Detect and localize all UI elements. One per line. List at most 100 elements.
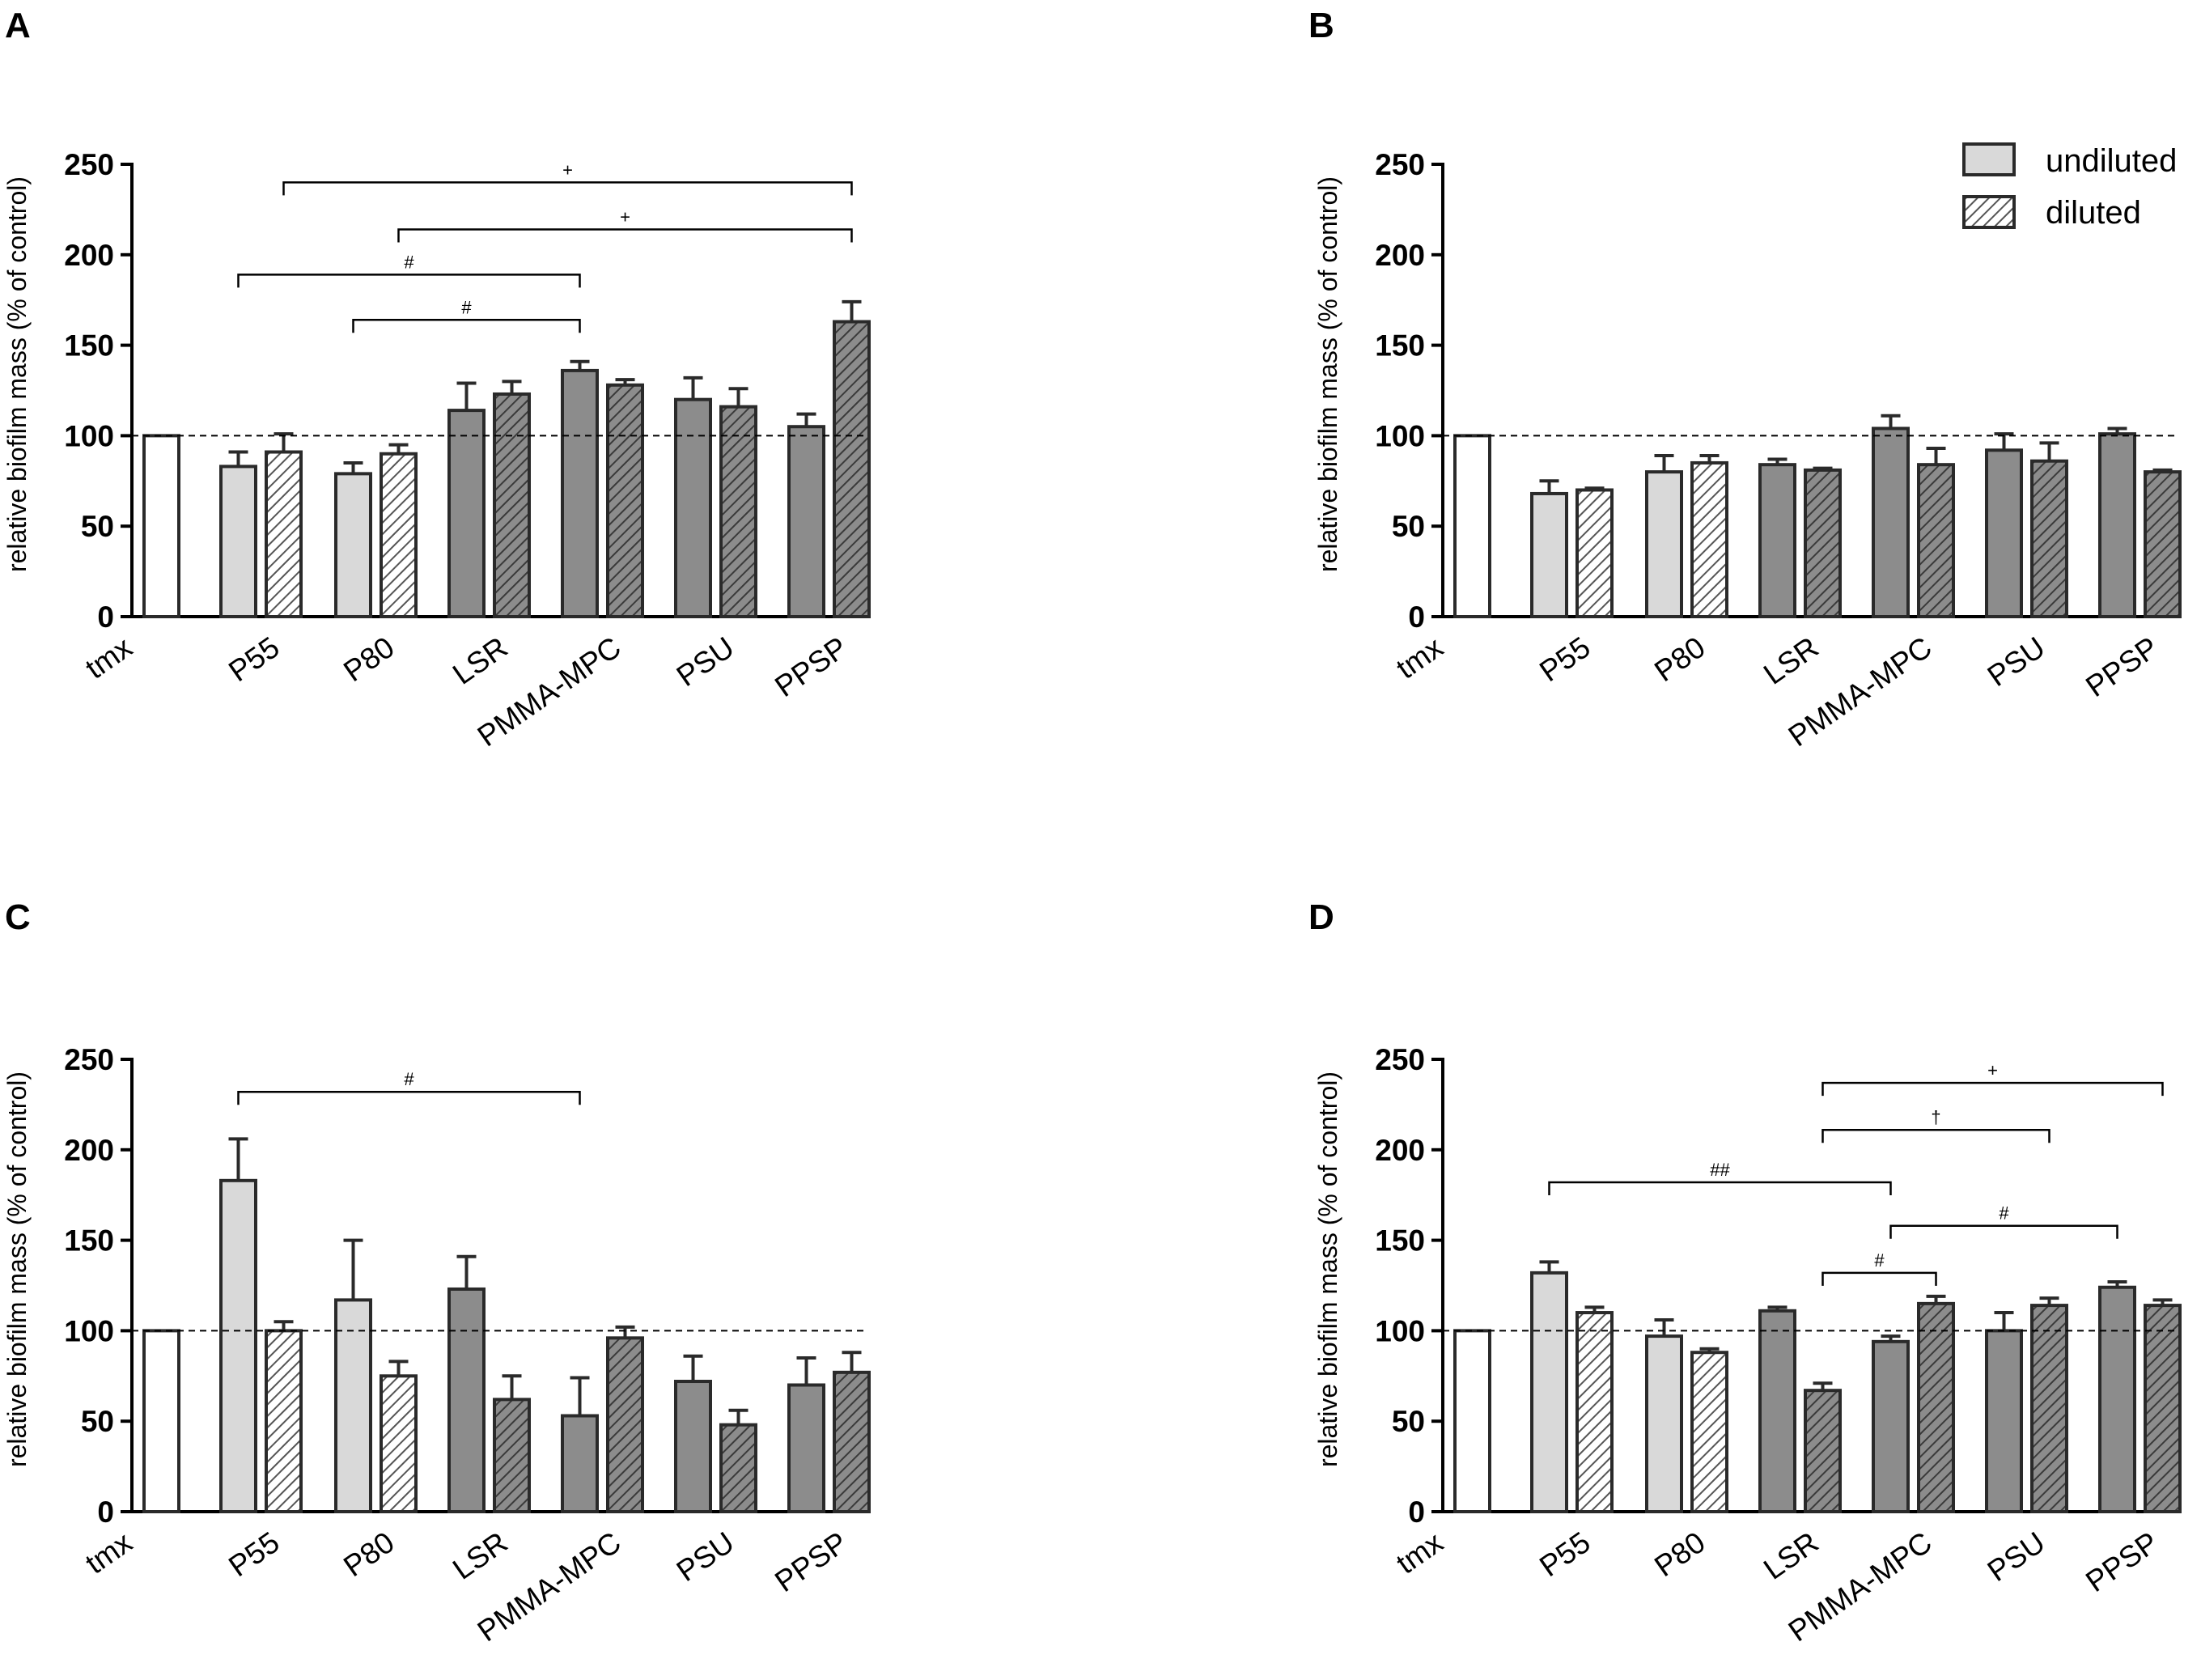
significance-label: # [404, 252, 414, 272]
y-axis-title: relative biofilm mass (% of control) [1313, 1071, 1342, 1467]
x-category-label: PSU [1982, 630, 2051, 693]
bar-diluted-ppsp [833, 1370, 871, 1513]
x-category-label: tmx [1390, 630, 1449, 685]
y-tick-label: 0 [97, 600, 114, 634]
panel-letter: C [5, 897, 31, 937]
x-category-label: P55 [223, 630, 285, 688]
bar-undiluted-lsr [1758, 463, 1796, 619]
bar-diluted-p80 [1690, 1351, 1728, 1514]
significance-bracket [1821, 1271, 1937, 1286]
significance-bracket [1821, 1081, 2164, 1097]
significance-label: # [404, 1069, 414, 1089]
y-tick-label: 150 [1375, 329, 1425, 363]
y-tick-label: 0 [1408, 1495, 1425, 1529]
x-category-label: LSR [1758, 630, 1824, 691]
panel-letter: D [1308, 897, 1334, 937]
bar-diluted-ppsp [833, 320, 871, 618]
bar-undiluted-p55 [219, 465, 257, 618]
significance-bracket [282, 181, 853, 196]
x-category-label: PSU [671, 630, 740, 693]
significance-bracket [1821, 1128, 2050, 1143]
y-tick-label: 150 [1375, 1224, 1425, 1258]
bar-undiluted-pmma-mpc [561, 368, 599, 618]
significance-bracket [237, 274, 581, 288]
bar-undiluted-pmma-mpc [1872, 1339, 1910, 1514]
y-tick-label: 50 [1392, 510, 1425, 543]
significance-label: + [620, 206, 630, 227]
x-category-label: P55 [223, 1525, 285, 1583]
bar-control-tmx [142, 434, 180, 619]
significance-bracket [397, 228, 853, 243]
x-category-label: PSU [671, 1525, 740, 1588]
bar-diluted-lsr [493, 1398, 531, 1514]
x-category-label: PPSP [2080, 1525, 2164, 1598]
significance-bracket [1548, 1181, 1892, 1196]
x-category-label: PPSP [2080, 630, 2164, 703]
bar-control-tmx [142, 1329, 180, 1514]
bar-undiluted-pmma-mpc [561, 1414, 599, 1513]
bar-undiluted-pmma-mpc [1872, 426, 1910, 618]
significance-bracket [352, 319, 581, 333]
y-tick-label: 0 [97, 1495, 114, 1529]
bar-undiluted-psu [674, 397, 712, 618]
x-category-label: LSR [1758, 1525, 1824, 1586]
y-tick-label: 100 [64, 1314, 114, 1347]
bar-diluted-ppsp [2144, 470, 2182, 618]
legend-label-diluted: diluted [2046, 195, 2141, 231]
panel-letter: B [1308, 6, 1334, 45]
y-axis-title: relative biofilm mass (% of control) [2, 176, 32, 572]
x-category-label: P55 [1533, 1525, 1596, 1583]
bar-undiluted-psu [1985, 1329, 2023, 1514]
y-tick-label: 250 [1375, 1043, 1425, 1076]
legend-label-undiluted: undiluted [2046, 143, 2177, 179]
x-category-label: tmx [79, 1525, 138, 1580]
bar-diluted-p80 [1690, 460, 1728, 618]
panel-letter: A [5, 6, 31, 45]
y-tick-label: 50 [81, 510, 114, 543]
y-tick-label: 200 [1375, 1134, 1425, 1167]
bar-diluted-lsr [1804, 1389, 1842, 1513]
bar-undiluted-ppsp [787, 425, 825, 618]
bar-diluted-p55 [1575, 1311, 1614, 1514]
y-tick-label: 200 [64, 1134, 114, 1167]
y-tick-label: 50 [1392, 1405, 1425, 1438]
y-tick-label: 100 [1375, 1314, 1425, 1347]
bar-undiluted-p55 [1530, 491, 1568, 619]
bar-diluted-lsr [1804, 468, 1842, 618]
bar-diluted-lsr [493, 392, 531, 618]
legend: undiluted diluted [1962, 142, 2177, 231]
y-tick-label: 250 [64, 1043, 114, 1076]
bar-undiluted-psu [674, 1380, 712, 1514]
bar-diluted-ppsp [2144, 1304, 2182, 1513]
y-tick-label: 150 [64, 1224, 114, 1258]
bar-undiluted-psu [1985, 448, 2023, 619]
y-tick-label: 200 [64, 239, 114, 272]
significance-label: # [1874, 1250, 1885, 1271]
significance-label: # [461, 297, 472, 317]
y-axis-title: relative biofilm mass (% of control) [1313, 176, 1342, 572]
x-category-label: PPSP [769, 1525, 853, 1598]
bar-undiluted-ppsp [2098, 432, 2136, 618]
bar-undiluted-p80 [334, 472, 372, 619]
bar-undiluted-p80 [334, 1298, 372, 1513]
bar-undiluted-p80 [1645, 470, 1683, 618]
legend-swatch-diluted [1962, 195, 2016, 229]
x-category-label: P80 [337, 1525, 400, 1583]
x-category-label: P80 [1648, 630, 1711, 688]
bar-diluted-p55 [265, 450, 303, 618]
x-category-label: LSR [447, 1525, 513, 1586]
bar-diluted-p55 [265, 1329, 303, 1514]
bar-undiluted-lsr [447, 409, 486, 619]
significance-label: # [1999, 1203, 2009, 1224]
bar-diluted-pmma-mpc [1917, 1301, 1955, 1513]
y-tick-label: 100 [1375, 419, 1425, 452]
x-category-label: P55 [1533, 630, 1596, 688]
x-category-label: P80 [337, 630, 400, 688]
bar-diluted-psu [2030, 1304, 2068, 1513]
bar-undiluted-p55 [1530, 1271, 1568, 1514]
